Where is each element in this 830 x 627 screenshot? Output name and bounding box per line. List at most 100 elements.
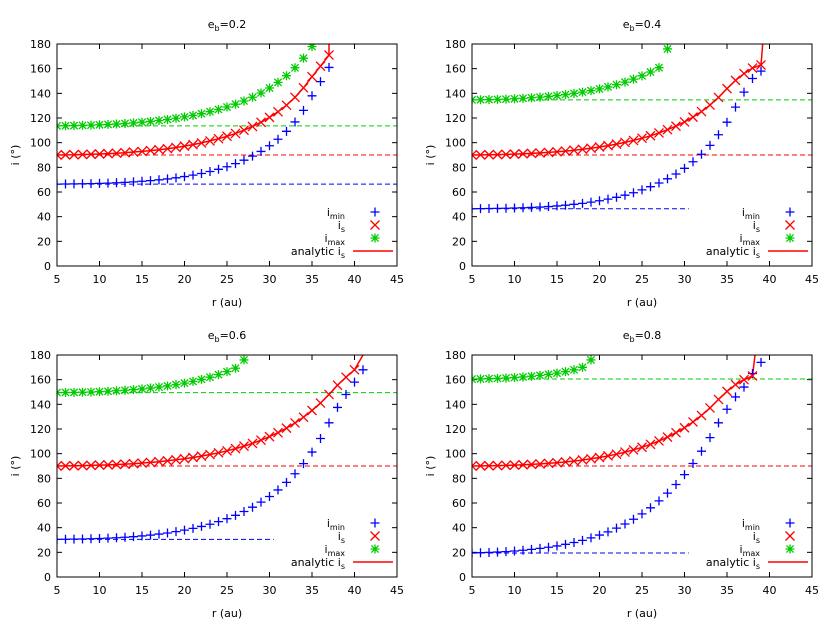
y-tick-label: 120 bbox=[445, 112, 466, 125]
data-point-i-min bbox=[146, 176, 155, 186]
data-point-i-s bbox=[671, 427, 681, 438]
data-point-i-min bbox=[78, 179, 87, 189]
data-point-i-max bbox=[112, 119, 121, 129]
data-point-i-s bbox=[747, 371, 758, 381]
data-point-i-s bbox=[307, 405, 317, 416]
legend-main: analytic i bbox=[706, 245, 756, 258]
data-point-i-s bbox=[594, 452, 605, 463]
data-point-i-s bbox=[196, 137, 207, 148]
data-point-i-min bbox=[654, 496, 664, 506]
data-point-i-min bbox=[518, 545, 528, 555]
title-value: =0.2 bbox=[220, 18, 247, 31]
data-point-i-s bbox=[57, 461, 62, 471]
y-tick-label: 140 bbox=[30, 398, 51, 411]
data-point-i-min bbox=[57, 179, 62, 189]
data-point-i-s bbox=[603, 450, 613, 461]
data-point-i-min bbox=[493, 547, 502, 557]
data-point-i-min bbox=[61, 179, 70, 189]
data-point-i-min bbox=[205, 167, 215, 177]
x-tick-label: 30 bbox=[678, 584, 692, 597]
data-point-i-s bbox=[560, 456, 571, 467]
legend-analytic-label: analytic is bbox=[706, 245, 760, 260]
legend-main: i bbox=[753, 530, 756, 543]
data-point-i-s bbox=[688, 417, 698, 427]
legend-is-marker bbox=[785, 531, 795, 541]
data-point-i-max bbox=[154, 115, 164, 125]
data-point-i-s bbox=[509, 149, 520, 160]
data-point-i-max bbox=[561, 90, 570, 100]
x-tick-label: 15 bbox=[550, 273, 564, 286]
x-tick-label: 5 bbox=[469, 584, 476, 597]
data-point-i-min bbox=[552, 201, 562, 211]
data-point-i-s bbox=[307, 71, 317, 82]
data-point-i-s bbox=[713, 92, 724, 103]
data-point-i-max bbox=[637, 71, 647, 81]
data-point-i-s bbox=[298, 412, 309, 423]
legend-main: analytic i bbox=[291, 245, 341, 258]
x-tick-label: 35 bbox=[305, 584, 319, 597]
data-point-i-min bbox=[265, 491, 274, 501]
data-point-i-max bbox=[129, 385, 138, 395]
x-tick-label: 35 bbox=[720, 584, 734, 597]
y-tick-label: 0 bbox=[459, 260, 466, 273]
plot-area bbox=[472, 355, 812, 558]
data-point-i-max bbox=[231, 363, 240, 373]
data-point-i-s bbox=[77, 149, 88, 160]
data-point-i-s bbox=[654, 127, 664, 138]
data-point-i-max bbox=[120, 119, 130, 129]
data-point-i-max bbox=[265, 83, 274, 93]
title-subscript: b bbox=[629, 335, 634, 344]
data-point-i-s bbox=[679, 422, 690, 433]
legend-subscript: s bbox=[756, 225, 760, 234]
data-point-i-s bbox=[57, 150, 62, 160]
data-point-i-min bbox=[603, 527, 613, 537]
legend-is-label: is bbox=[338, 219, 345, 234]
data-point-i-s bbox=[137, 146, 147, 157]
data-point-i-max bbox=[595, 84, 604, 94]
data-point-i-s bbox=[620, 447, 630, 458]
data-point-i-min bbox=[731, 392, 740, 402]
data-point-i-min bbox=[248, 151, 257, 161]
y-tick-label: 20 bbox=[37, 546, 51, 559]
y-axis-label: i (°) bbox=[9, 145, 22, 166]
legend-main: analytic i bbox=[291, 556, 341, 569]
data-point-i-min bbox=[748, 74, 757, 84]
data-point-i-min bbox=[544, 202, 553, 212]
legend-imax-marker bbox=[785, 233, 795, 243]
y-tick-label: 180 bbox=[30, 349, 51, 362]
data-point-i-min bbox=[290, 117, 300, 127]
data-point-i-min bbox=[129, 177, 138, 187]
data-point-i-s bbox=[645, 130, 656, 141]
data-point-i-s bbox=[247, 438, 258, 449]
title-base: e bbox=[623, 18, 630, 31]
data-point-i-min bbox=[561, 200, 570, 210]
data-point-i-min bbox=[299, 105, 308, 115]
legend-main: i bbox=[338, 530, 341, 543]
data-point-i-s bbox=[535, 147, 545, 158]
data-point-i-s bbox=[298, 82, 309, 93]
data-point-i-s bbox=[264, 431, 275, 442]
data-point-i-s bbox=[145, 145, 156, 156]
x-tick-label: 40 bbox=[348, 584, 362, 597]
data-point-i-max bbox=[578, 87, 587, 97]
data-point-i-s bbox=[281, 100, 292, 111]
x-tick-label: 5 bbox=[54, 584, 61, 597]
data-point-i-min bbox=[307, 447, 317, 457]
x-tick-label: 40 bbox=[763, 584, 777, 597]
data-point-i-min bbox=[214, 164, 223, 174]
data-point-i-s bbox=[730, 379, 741, 390]
data-point-i-max bbox=[569, 365, 579, 375]
data-point-i-min bbox=[197, 169, 206, 178]
x-axis-label: r (au) bbox=[627, 296, 657, 309]
data-point-i-s bbox=[213, 447, 224, 458]
data-point-i-max bbox=[282, 71, 291, 81]
data-point-i-min bbox=[705, 140, 715, 150]
panel-1: eb=0.2 5 10 15 20 25 30 35 40 45 0 20 40 60 80 100 120 14… bbox=[9, 18, 404, 309]
data-point-i-min bbox=[282, 477, 291, 487]
y-tick-label: 180 bbox=[445, 349, 466, 362]
data-point-i-s bbox=[94, 460, 105, 471]
y-tick-label: 60 bbox=[452, 497, 466, 510]
data-point-i-min bbox=[154, 175, 164, 185]
data-point-i-s bbox=[739, 68, 749, 79]
data-point-i-max bbox=[112, 386, 121, 396]
